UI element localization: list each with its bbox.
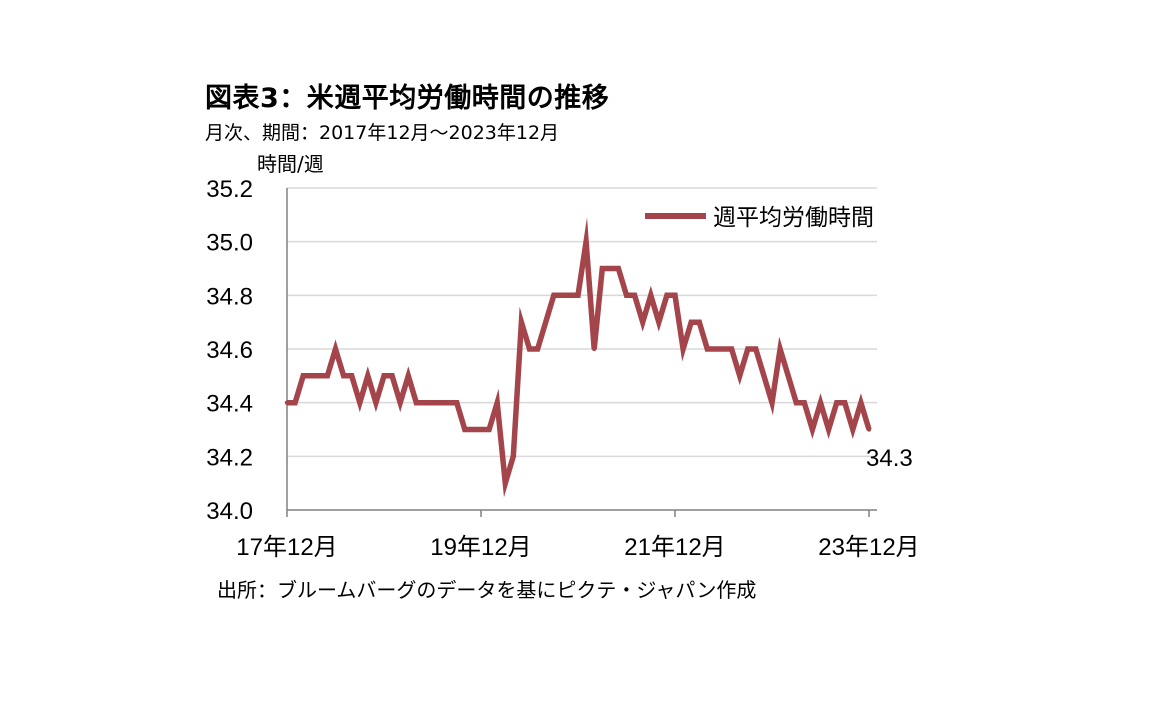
data-point <box>551 293 556 298</box>
data-point <box>357 400 362 405</box>
data-point <box>591 346 597 352</box>
data-point <box>583 239 589 244</box>
series-lines <box>284 217 872 498</box>
data-point <box>397 400 403 405</box>
data-point <box>834 400 839 405</box>
data-point <box>486 427 492 432</box>
data-point <box>575 293 581 298</box>
data-point <box>737 373 742 379</box>
data-point <box>697 319 702 325</box>
data-point <box>333 346 338 352</box>
data-point <box>414 400 419 405</box>
data-point <box>309 373 314 379</box>
data-point <box>632 293 637 298</box>
data-point <box>850 427 856 432</box>
y-tick-labels: 34.0 34.2 34.4 34.6 34.8 35.0 35.2 <box>206 176 253 525</box>
data-point <box>494 400 500 405</box>
data-point <box>616 266 621 271</box>
chart-title: 図表3：米週平均労働時間の推移 <box>205 83 610 114</box>
gridlines <box>287 187 877 458</box>
y-tick-label: 34.4 <box>206 391 253 418</box>
data-point <box>680 346 686 352</box>
data-point <box>349 373 354 379</box>
data-point <box>389 373 395 379</box>
chart-subtitle: 月次、期間：2017年12月～2023年12月 <box>205 122 560 144</box>
data-point <box>325 373 330 379</box>
axes <box>286 188 877 517</box>
data-point <box>608 266 613 271</box>
data-point <box>858 400 864 405</box>
data-point <box>454 400 459 405</box>
data-point <box>648 293 653 298</box>
data-point <box>381 373 387 379</box>
data-point <box>535 346 540 352</box>
data-point <box>818 400 823 405</box>
data-point <box>567 293 573 298</box>
x-tick-label: 23年12月 <box>818 534 919 561</box>
y-axis-unit-label: 時間/週 <box>257 152 324 176</box>
data-point <box>511 454 516 459</box>
x-tick-label: 21年12月 <box>624 534 725 561</box>
data-point <box>785 373 791 379</box>
data-point <box>688 319 694 325</box>
series-line <box>287 217 872 498</box>
data-point <box>664 293 670 298</box>
data-point <box>365 373 371 379</box>
data-point <box>373 400 379 405</box>
data-point <box>503 480 508 486</box>
data-point <box>753 346 759 352</box>
data-point <box>729 346 734 352</box>
data-point <box>470 427 476 432</box>
data-point <box>478 427 484 432</box>
data-point <box>777 346 783 352</box>
legend-label: 週平均労働時間 <box>713 205 874 231</box>
data-point <box>438 400 443 405</box>
y-tick-label: 35.0 <box>206 230 253 257</box>
source-note: 出所：ブルームバーグのデータを基にピクテ・ジャパン作成 <box>217 578 757 602</box>
x-tick-labels: 17年12月 19年12月 21年12月 23年12月 <box>236 534 919 561</box>
data-point <box>559 293 565 298</box>
data-point <box>769 400 775 405</box>
data-point <box>810 427 815 432</box>
y-tick-label: 34.2 <box>206 444 253 471</box>
x-tick-label: 19年12月 <box>430 534 531 561</box>
data-point <box>284 400 290 405</box>
data-point <box>527 346 532 352</box>
data-point <box>761 373 767 379</box>
data-point <box>745 346 750 352</box>
data-point <box>317 373 322 379</box>
data-point <box>406 373 411 379</box>
data-point <box>842 400 847 405</box>
x-tick-label: 17年12月 <box>236 534 337 561</box>
data-point <box>519 319 524 325</box>
data-point <box>292 400 298 405</box>
y-tick-label: 34.6 <box>206 337 253 364</box>
data-point <box>446 400 451 405</box>
data-point <box>721 346 726 352</box>
legend: 週平均労働時間 <box>645 205 874 231</box>
data-point <box>300 373 306 379</box>
data-point <box>462 427 468 432</box>
y-tick-label: 34.8 <box>206 283 253 310</box>
end-value-label: 34.3 <box>866 445 913 472</box>
y-tick-label: 35.2 <box>206 176 253 203</box>
data-point <box>341 373 346 379</box>
data-point <box>543 319 548 325</box>
data-point <box>794 400 799 405</box>
data-point <box>826 427 831 432</box>
y-tick-label: 34.0 <box>206 498 253 525</box>
data-point <box>705 346 710 352</box>
data-point <box>672 293 678 298</box>
data-point <box>640 319 645 325</box>
data-point <box>624 293 629 298</box>
data-point <box>430 400 435 405</box>
data-point <box>713 346 718 352</box>
data-point <box>656 319 662 325</box>
data-point <box>802 400 807 405</box>
data-point <box>600 266 605 271</box>
data-point <box>866 427 872 432</box>
data-point <box>422 400 427 405</box>
